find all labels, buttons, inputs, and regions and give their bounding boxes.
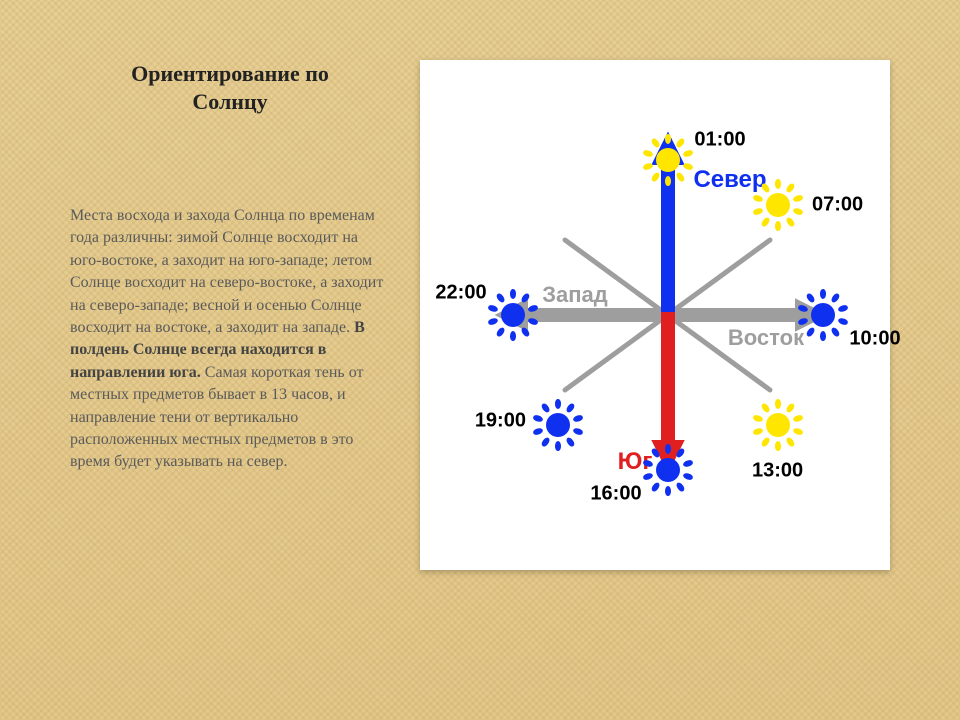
time-label: 22:00 [435,282,486,305]
time-label: 07:00 [812,194,863,217]
slide-title: Ориентирование по Солнцу [70,60,390,115]
night-sun-icon [798,290,848,340]
body-paragraph: Места восхода и захода Солнца по времена… [70,205,390,474]
sun-icon [753,400,803,450]
sun-icon [753,180,803,230]
time-label: 10:00 [849,328,900,351]
title-line2: Солнцу [192,89,267,114]
time-label: 19:00 [475,409,526,432]
time-label: 16:00 [590,483,641,506]
direction-label: Запад [542,282,608,308]
body-pre: Места восхода и захода Солнца по времена… [70,207,383,336]
title-line1: Ориентирование по [131,61,329,86]
slide-background: Ориентирование по Солнцу Места восхода и… [0,0,960,720]
night-sun-icon [643,445,693,495]
text-column: Ориентирование по Солнцу Места восхода и… [70,60,390,474]
sun-icon [643,135,693,185]
direction-label: Восток [728,325,804,351]
sun-orientation-diagram: СеверЮгЗападВосток01:0007:0010:0013:0016… [420,60,890,570]
time-label: 13:00 [752,459,803,482]
night-sun-icon [488,290,538,340]
night-sun-icon [533,400,583,450]
time-label: 01:00 [694,129,745,152]
